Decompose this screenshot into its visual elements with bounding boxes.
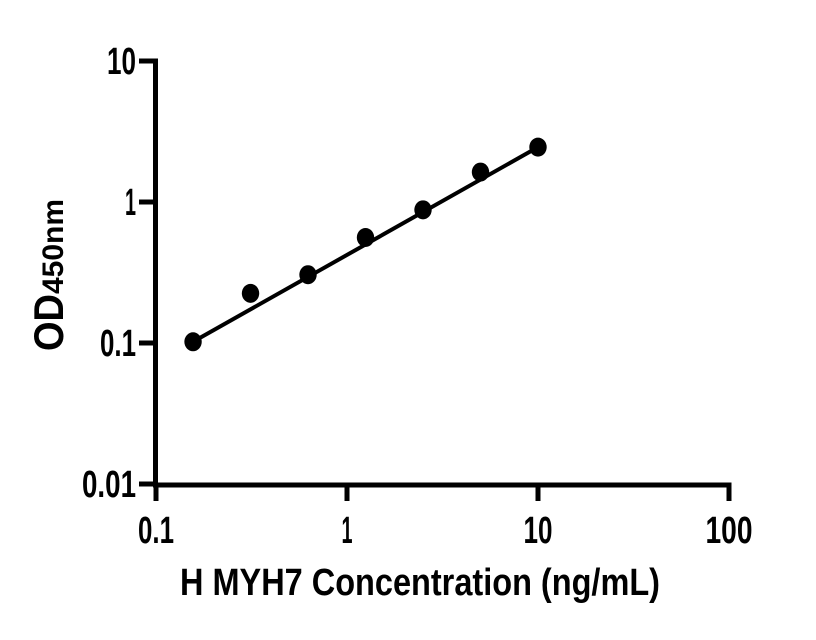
- axes: [153, 58, 732, 488]
- data-point: [529, 137, 547, 157]
- data-point: [471, 162, 490, 182]
- x-tick-label: 100: [706, 510, 753, 552]
- y-tick-label: 10: [107, 41, 136, 83]
- data-point: [356, 228, 375, 248]
- data-points-group: [184, 137, 547, 352]
- data-point: [414, 200, 432, 220]
- y-axis-title-main: OD: [25, 294, 72, 351]
- x-axis-title: H MYH7 Concentration (ng/mL): [180, 562, 660, 604]
- x-tick-label: 1: [342, 510, 353, 552]
- y-tick-label: 1: [125, 182, 136, 224]
- x-axis-ticks: 0.1 1 10 100: [138, 483, 753, 552]
- y-axis-title-subscript: 450nm: [37, 199, 70, 294]
- x-tick-label: 10: [524, 510, 553, 552]
- data-point: [241, 283, 260, 303]
- y-axis-title: OD450nm: [25, 199, 72, 351]
- data-point: [184, 332, 202, 352]
- y-tick-label: 0.1: [100, 323, 136, 365]
- y-tick-label: 0.01: [82, 464, 136, 506]
- x-tick-label: 0.1: [138, 510, 174, 552]
- data-point: [299, 265, 317, 285]
- y-axis-ticks: 10 1 0.1 0.01: [82, 41, 158, 506]
